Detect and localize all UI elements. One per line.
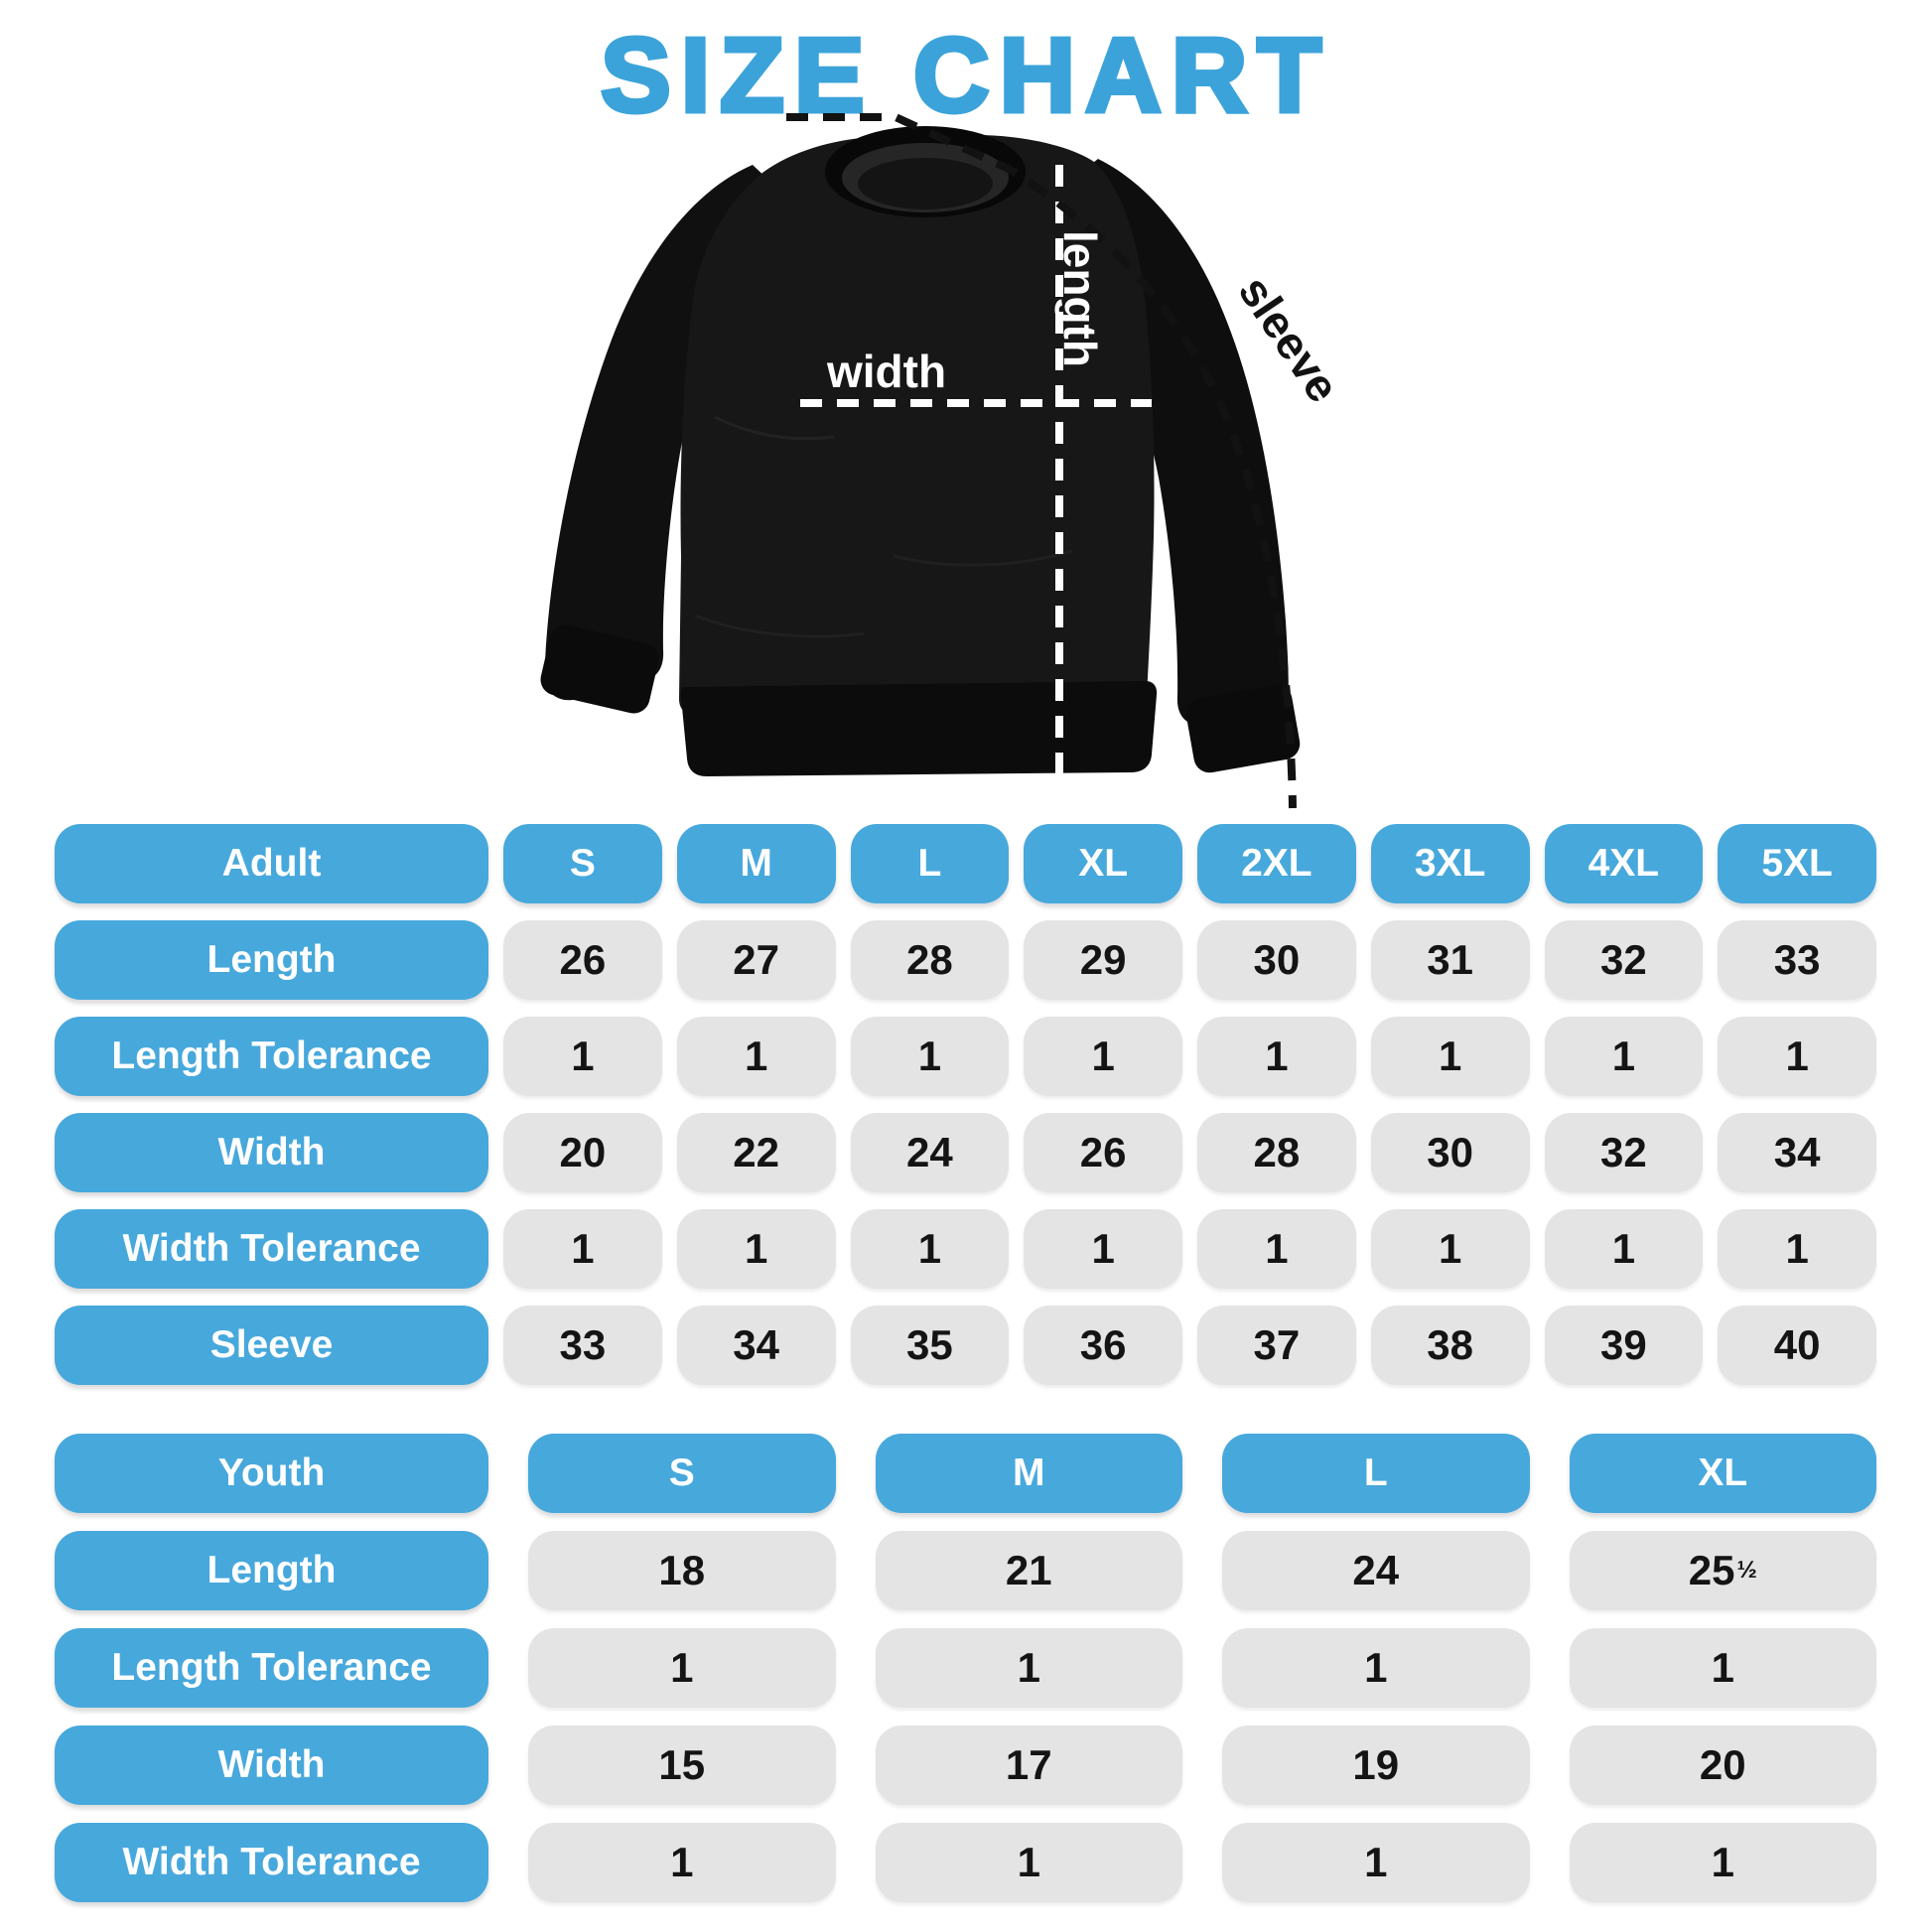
sweatshirt-body: [679, 135, 1155, 715]
youth-width-cell: 19: [1222, 1725, 1530, 1805]
sweatshirt-left-sleeve: [545, 165, 791, 701]
adult-length-tolerance-cell: 1: [503, 1017, 662, 1096]
adult-col-header-2xl: 2XL: [1197, 824, 1356, 903]
adult-sleeve-cell: 39: [1544, 1306, 1704, 1385]
youth-row-label-width: Width: [55, 1725, 488, 1805]
adult-length-tolerance-cell: 1: [1718, 1017, 1876, 1096]
youth-width-tolerance-cell: 1: [875, 1823, 1182, 1902]
adult-width-cell: 28: [1197, 1113, 1356, 1192]
adult-col-header-4xl: 4XL: [1544, 824, 1704, 903]
youth-table-title: Youth: [55, 1434, 488, 1513]
sweatshirt-right-sleeve: [1034, 159, 1289, 743]
youth-col-header-xl: XL: [1569, 1434, 1876, 1513]
length-label: length: [1054, 230, 1106, 367]
adult-width-tolerance-cell: 1: [676, 1209, 836, 1289]
adult-length-cell: 32: [1544, 920, 1704, 1000]
adult-row-label-length-tolerance: Length Tolerance: [55, 1017, 488, 1096]
youth-width-cell: 15: [528, 1725, 836, 1805]
youth-length-cell: 18: [528, 1531, 836, 1610]
adult-width-cell: 24: [850, 1113, 1010, 1192]
adult-sleeve-cell: 38: [1370, 1306, 1530, 1385]
adult-sleeve-cell: 37: [1197, 1306, 1356, 1385]
adult-sleeve-cell: 35: [850, 1306, 1010, 1385]
sweatshirt-collar-shadow: [858, 158, 993, 209]
adult-size-table: Adult S M L XL 2XL 3XL 4XL 5XL Length 26…: [55, 824, 1876, 1385]
adult-length-tolerance-cell: 1: [676, 1017, 836, 1096]
width-label: width: [826, 345, 946, 397]
youth-width-tolerance-cell: 1: [1222, 1823, 1530, 1902]
adult-table-title: Adult: [55, 824, 488, 903]
adult-col-header-xl: XL: [1024, 824, 1182, 903]
adult-width-cell: 26: [1024, 1113, 1182, 1192]
wrinkle-line: [694, 614, 865, 638]
youth-col-header-l: L: [1222, 1434, 1530, 1513]
youth-row-label-length-tolerance: Length Tolerance: [55, 1628, 488, 1708]
adult-col-header-l: L: [850, 824, 1010, 903]
youth-length-tolerance-cell: 1: [1569, 1628, 1876, 1708]
wrinkle-line: [893, 549, 1073, 567]
adult-col-header-3xl: 3XL: [1370, 824, 1530, 903]
adult-sleeve-cell: 36: [1024, 1306, 1182, 1385]
youth-width-cell: 20: [1569, 1725, 1876, 1805]
adult-width-tolerance-cell: 1: [1718, 1209, 1876, 1289]
sweatshirt-hem-band: [680, 681, 1158, 776]
adult-col-header-5xl: 5XL: [1718, 824, 1876, 903]
adult-length-tolerance-cell: 1: [1544, 1017, 1704, 1096]
adult-sleeve-cell: 40: [1718, 1306, 1876, 1385]
adult-length-tolerance-cell: 1: [1197, 1017, 1356, 1096]
adult-row-label-length: Length: [55, 920, 488, 1000]
sleeve-measure-line: [786, 113, 1297, 809]
adult-col-header-m: M: [676, 824, 836, 903]
adult-length-cell: 27: [676, 920, 836, 1000]
youth-length-cell: 21: [875, 1531, 1182, 1610]
adult-length-cell: 29: [1024, 920, 1182, 1000]
youth-width-tolerance-cell: 1: [528, 1823, 836, 1902]
youth-size-table: Youth S M L XL Length 18 21 24 25 ½ Lengt…: [55, 1434, 1876, 1902]
adult-width-cell: 32: [1544, 1113, 1704, 1192]
wrinkle-line: [714, 415, 835, 441]
adult-width-cell: 30: [1370, 1113, 1530, 1192]
adult-length-cell: 33: [1718, 920, 1876, 1000]
adult-width-tolerance-cell: 1: [1370, 1209, 1530, 1289]
sweatshirt-measurement-diagram: width length sleeve: [540, 113, 1349, 809]
adult-length-cell: 31: [1370, 920, 1530, 1000]
sweatshirt-left-cuff: [540, 624, 659, 714]
adult-length-cell: 30: [1197, 920, 1356, 1000]
adult-sleeve-cell: 33: [503, 1306, 662, 1385]
adult-width-tolerance-cell: 1: [503, 1209, 662, 1289]
youth-length-cell: 25 ½: [1569, 1531, 1876, 1610]
youth-row-label-width-tolerance: Width Tolerance: [55, 1823, 488, 1902]
sweatshirt-right-cuff: [1185, 684, 1301, 773]
youth-width-cell: 17: [875, 1725, 1182, 1805]
adult-width-tolerance-cell: 1: [1024, 1209, 1182, 1289]
adult-row-label-width-tolerance: Width Tolerance: [55, 1209, 488, 1289]
adult-width-tolerance-cell: 1: [1544, 1209, 1704, 1289]
adult-width-tolerance-cell: 1: [850, 1209, 1010, 1289]
adult-sleeve-cell: 34: [676, 1306, 836, 1385]
youth-col-header-m: M: [875, 1434, 1182, 1513]
youth-length-tolerance-cell: 1: [875, 1628, 1182, 1708]
adult-width-cell: 20: [503, 1113, 662, 1192]
youth-length-tolerance-cell: 1: [1222, 1628, 1530, 1708]
youth-col-header-s: S: [528, 1434, 836, 1513]
adult-length-cell: 26: [503, 920, 662, 1000]
adult-width-tolerance-cell: 1: [1197, 1209, 1356, 1289]
adult-row-label-sleeve: Sleeve: [55, 1306, 488, 1385]
youth-row-label-length: Length: [55, 1531, 488, 1610]
page-title: SIZE CHART: [599, 15, 1331, 137]
adult-width-cell: 34: [1718, 1113, 1876, 1192]
adult-length-cell: 28: [850, 920, 1010, 1000]
youth-length-cell: 24: [1222, 1531, 1530, 1610]
youth-width-tolerance-cell: 1: [1569, 1823, 1876, 1902]
youth-length-tolerance-cell: 1: [528, 1628, 836, 1708]
adult-length-tolerance-cell: 1: [850, 1017, 1010, 1096]
adult-col-header-s: S: [503, 824, 662, 903]
adult-width-cell: 22: [676, 1113, 836, 1192]
adult-row-label-width: Width: [55, 1113, 488, 1192]
adult-length-tolerance-cell: 1: [1370, 1017, 1530, 1096]
adult-length-tolerance-cell: 1: [1024, 1017, 1182, 1096]
